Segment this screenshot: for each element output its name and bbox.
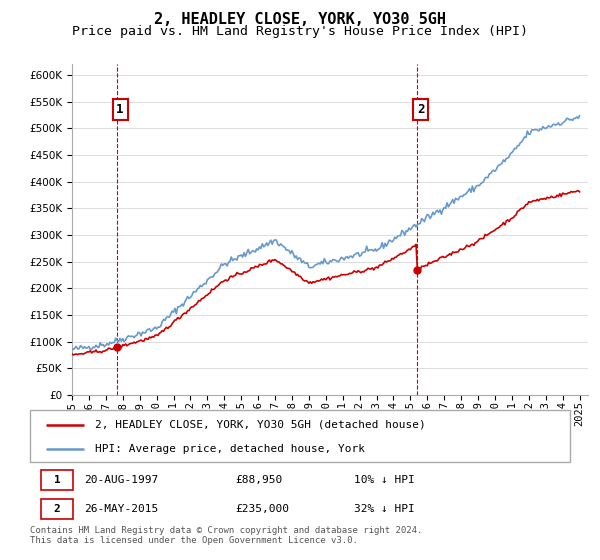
FancyBboxPatch shape — [41, 500, 73, 519]
Text: This data is licensed under the Open Government Licence v3.0.: This data is licensed under the Open Gov… — [30, 536, 358, 545]
Text: £88,950: £88,950 — [235, 475, 283, 485]
Text: 2: 2 — [53, 504, 61, 514]
Text: Price paid vs. HM Land Registry's House Price Index (HPI): Price paid vs. HM Land Registry's House … — [72, 25, 528, 38]
Text: £235,000: £235,000 — [235, 504, 289, 514]
Text: 2, HEADLEY CLOSE, YORK, YO30 5GH: 2, HEADLEY CLOSE, YORK, YO30 5GH — [154, 12, 446, 27]
Text: 1: 1 — [53, 475, 61, 485]
FancyBboxPatch shape — [30, 410, 570, 462]
Text: HPI: Average price, detached house, York: HPI: Average price, detached house, York — [95, 444, 365, 454]
Text: 20-AUG-1997: 20-AUG-1997 — [84, 475, 158, 485]
Text: 1: 1 — [116, 103, 124, 116]
Text: 10% ↓ HPI: 10% ↓ HPI — [354, 475, 415, 485]
Text: 2, HEADLEY CLOSE, YORK, YO30 5GH (detached house): 2, HEADLEY CLOSE, YORK, YO30 5GH (detach… — [95, 419, 425, 430]
Text: 26-MAY-2015: 26-MAY-2015 — [84, 504, 158, 514]
Text: 2: 2 — [417, 103, 424, 116]
Text: 32% ↓ HPI: 32% ↓ HPI — [354, 504, 415, 514]
FancyBboxPatch shape — [41, 470, 73, 490]
Text: Contains HM Land Registry data © Crown copyright and database right 2024.: Contains HM Land Registry data © Crown c… — [30, 526, 422, 535]
